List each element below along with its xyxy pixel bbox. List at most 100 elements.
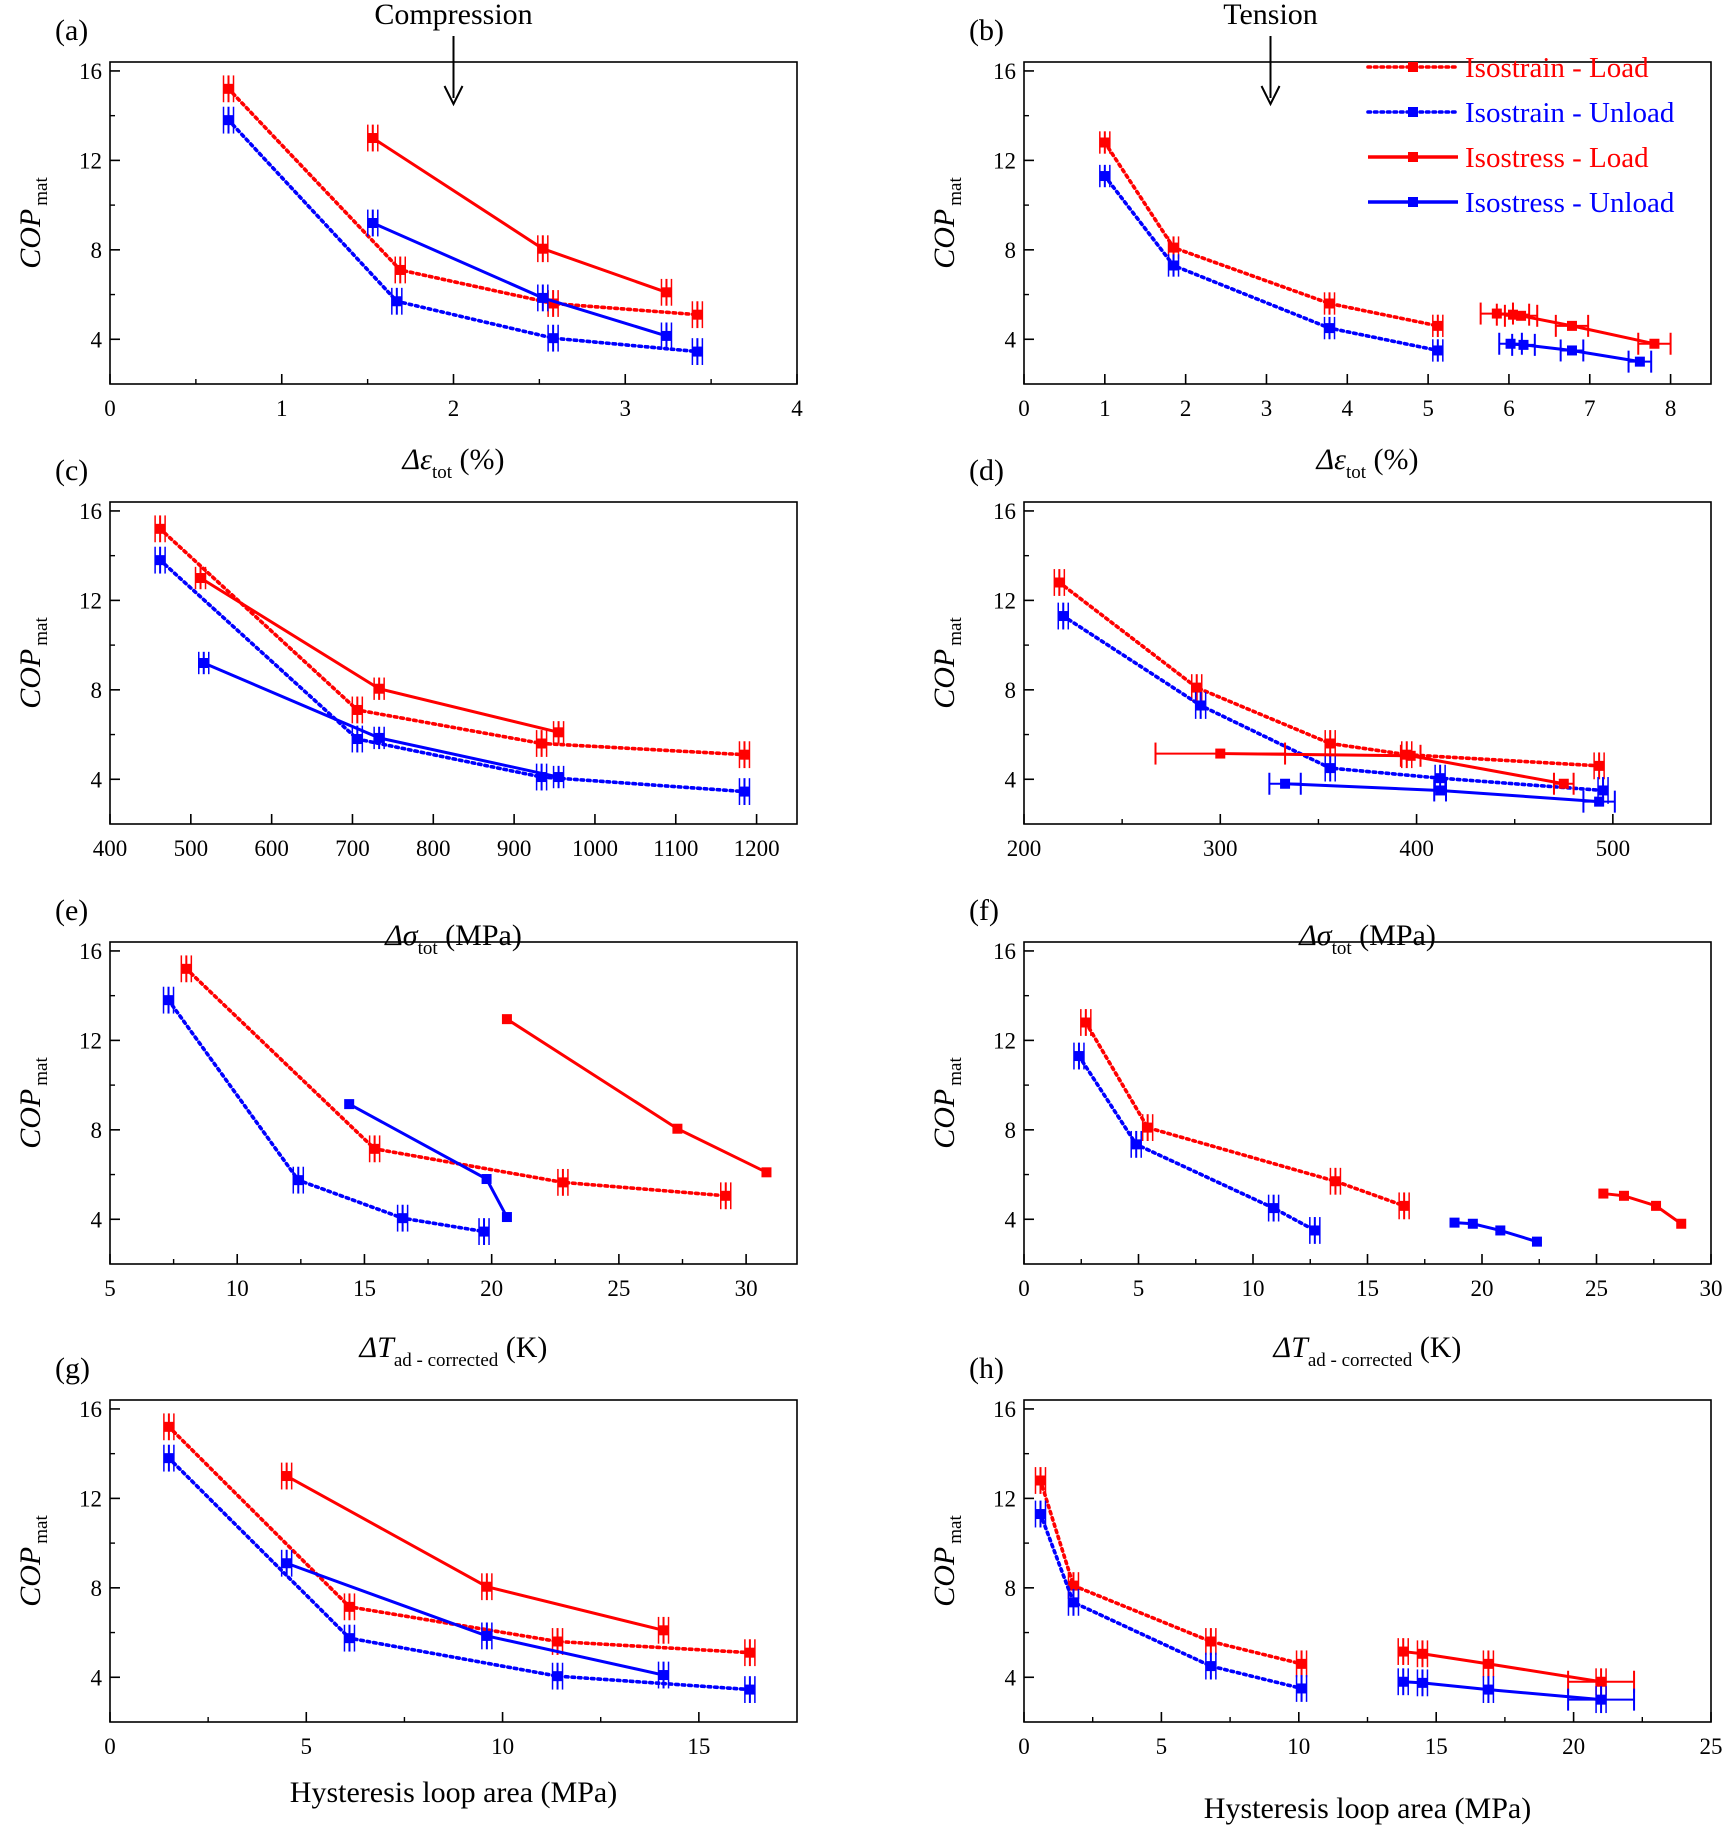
data-point <box>1596 1676 1607 1687</box>
series-line <box>1603 1192 1683 1225</box>
y-axis-title-main: COP <box>928 649 961 709</box>
data-point <box>1566 345 1577 356</box>
data-point <box>1054 577 1065 588</box>
data-point <box>344 1601 355 1612</box>
x-tick-label: 25 <box>1700 1734 1723 1759</box>
x-tick-label: 15 <box>687 1734 710 1759</box>
data-point <box>1618 1190 1629 1201</box>
y-tick-label: 16 <box>993 59 1016 84</box>
series-line <box>1454 1221 1538 1244</box>
legend-label: Isostress - Unload <box>1465 187 1675 219</box>
series-line <box>506 1017 768 1174</box>
data-point <box>1516 310 1527 321</box>
data-point <box>1080 1017 1091 1028</box>
data-point <box>658 1670 669 1681</box>
data-point <box>481 1581 492 1592</box>
x-tick-label: 20 <box>1562 1734 1585 1759</box>
x-axis-title-unit: (%) <box>1366 443 1418 476</box>
x-axis-title-sub: tot <box>418 938 439 959</box>
y-axis-title-sub: mat <box>31 1515 52 1544</box>
x-axis-title-sub: tot <box>1346 462 1367 483</box>
x-tick-label: 10 <box>1287 1734 1310 1759</box>
data-point <box>501 1212 512 1223</box>
y-axis-title-main: COP <box>14 209 47 269</box>
data-point <box>374 683 385 694</box>
data-point <box>155 555 166 566</box>
data-point <box>1483 1684 1494 1695</box>
data-point <box>1058 611 1069 622</box>
data-point <box>163 995 174 1006</box>
data-point <box>501 1014 512 1025</box>
series-line <box>158 558 747 794</box>
data-point <box>1405 750 1416 761</box>
plot-frame <box>109 941 798 1265</box>
data-point <box>281 1558 292 1569</box>
x-axis-title-main: Δε <box>1316 443 1347 476</box>
series-unload-dotted <box>222 106 704 365</box>
y-axis-title-sub: mat <box>31 177 52 206</box>
data-point <box>1598 1188 1609 1199</box>
y-tick-label: 4 <box>91 1207 103 1232</box>
x-axis-title-unit: (K) <box>1412 1331 1461 1364</box>
series-load-solid <box>1154 742 1575 795</box>
data-point <box>391 296 402 307</box>
y-axis-title: COP mat <box>14 1057 52 1149</box>
data-point <box>163 1421 174 1432</box>
series-load-solid <box>501 1014 772 1178</box>
series-unload-dotted <box>1099 164 1444 362</box>
legend-swatch-marker <box>1408 107 1418 117</box>
series-line <box>1403 1680 1602 1702</box>
y-tick-label: 16 <box>79 939 102 964</box>
x-tick-label: 400 <box>93 836 128 861</box>
data-point <box>1566 320 1577 331</box>
y-tick-label: 16 <box>993 939 1016 964</box>
x-tick-label: 1 <box>276 396 288 421</box>
data-point <box>1495 1225 1506 1236</box>
data-point <box>739 749 750 760</box>
data-point <box>553 727 564 738</box>
series-unload-dotted <box>1073 1042 1321 1244</box>
x-tick-label: 25 <box>1585 1276 1608 1301</box>
x-axis-title-unit: (K) <box>498 1331 547 1364</box>
panel-e: 5 10 15 20 25 30 4 8 12 16 (e) COP mat ΔTad - correct… <box>14 894 798 1371</box>
data-point <box>661 287 672 298</box>
x-tick-label: 15 <box>353 1276 376 1301</box>
x-axis-title-main: Δσ <box>1298 919 1333 952</box>
series-line <box>1077 1054 1317 1233</box>
data-point <box>1168 260 1179 271</box>
y-axis-title-sub: mat <box>945 1057 966 1086</box>
series-load-solid <box>280 1462 670 1644</box>
annotation-arrow-head <box>443 85 464 107</box>
panel-label: (g) <box>55 1352 90 1385</box>
data-point <box>481 1630 492 1641</box>
data-point <box>181 963 192 974</box>
data-point <box>1507 309 1518 320</box>
x-axis-title-sub: ad - corrected <box>1308 1350 1413 1371</box>
data-point <box>739 786 750 797</box>
x-tick-label: 5 <box>1422 396 1434 421</box>
y-axis-title-sub: mat <box>945 617 966 646</box>
data-point <box>1432 345 1443 356</box>
data-point <box>557 1177 568 1188</box>
series-load-solid <box>194 566 565 744</box>
data-point <box>1596 1694 1607 1705</box>
series-line <box>199 576 559 734</box>
plot-frame <box>1023 61 1712 385</box>
data-point <box>1324 298 1335 309</box>
data-point <box>395 264 406 275</box>
x-tick-label: 4 <box>1342 396 1354 421</box>
y-tick-label: 16 <box>79 59 102 84</box>
data-point <box>1325 738 1336 749</box>
y-tick-label: 12 <box>79 148 102 173</box>
data-point <box>1634 356 1645 367</box>
data-point <box>1467 1218 1478 1229</box>
data-point <box>1594 796 1605 807</box>
series-line <box>226 118 700 354</box>
series-line <box>1084 1020 1406 1208</box>
data-point <box>1505 338 1516 349</box>
x-tick-label: 20 <box>1471 1276 1494 1301</box>
y-tick-label: 8 <box>1005 238 1017 263</box>
panel-label: (a) <box>55 14 88 47</box>
